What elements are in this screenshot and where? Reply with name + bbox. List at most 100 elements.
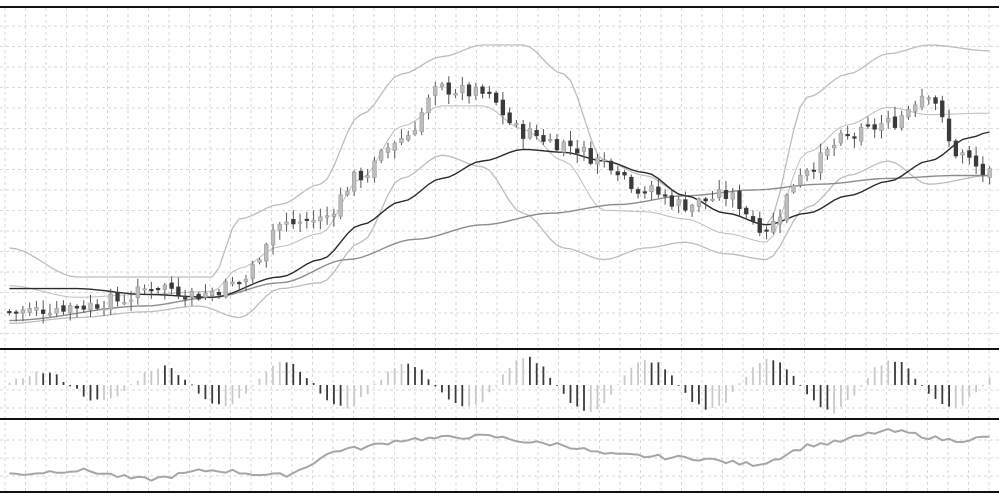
histogram-bar — [285, 362, 288, 385]
histogram-bar — [22, 378, 24, 385]
candle-body-down — [500, 99, 506, 116]
histogram-bar — [630, 367, 633, 385]
histogram-bar — [353, 385, 356, 406]
candle-body-up — [412, 130, 418, 135]
candle-body-down — [683, 199, 688, 211]
histogram-bar — [82, 385, 85, 397]
grid-lines — [0, 8, 999, 492]
histogram-bar — [157, 368, 159, 385]
candle-body-down — [946, 118, 952, 142]
histogram-bar — [900, 362, 903, 385]
candle — [784, 193, 790, 224]
candle-body-down — [216, 291, 222, 296]
histogram-bar — [393, 368, 396, 385]
candle — [913, 100, 918, 118]
histogram-bar — [873, 367, 876, 385]
candle-body-up — [547, 139, 553, 142]
histogram-bar — [441, 385, 443, 393]
candle-body-up — [345, 190, 350, 196]
histogram-bar — [191, 384, 193, 386]
candle-body-down — [61, 305, 66, 312]
candle-body-up — [250, 264, 255, 279]
candle — [392, 141, 397, 159]
histogram-bar — [772, 360, 775, 385]
histogram-bar — [745, 376, 748, 385]
histogram-bar — [894, 361, 896, 385]
candle — [493, 90, 499, 106]
candle-body-up — [162, 284, 168, 290]
candle — [466, 82, 472, 104]
candle-body-up — [886, 118, 891, 123]
candle — [453, 89, 458, 98]
histogram-bar — [278, 361, 281, 385]
candle-body-up — [47, 313, 53, 316]
histogram-bar — [779, 362, 781, 385]
histogram-bar — [414, 367, 416, 385]
histogram-bar — [968, 385, 971, 398]
histogram-bar — [461, 385, 464, 407]
candle-body-up — [284, 221, 289, 225]
candle — [892, 106, 898, 131]
candle — [845, 125, 850, 140]
candle-body-down — [669, 195, 675, 207]
candle — [825, 146, 830, 160]
candle-body-down — [973, 155, 979, 167]
candle-body-down — [737, 190, 742, 210]
histogram-bar — [150, 370, 153, 385]
histogram-bar — [427, 379, 430, 385]
histogram-bar — [596, 385, 599, 410]
candle — [216, 288, 222, 299]
histogram-bar — [35, 371, 38, 385]
histogram-bar — [623, 375, 626, 385]
candle — [737, 184, 742, 216]
histogram-bar — [265, 371, 268, 385]
histogram-bar — [921, 385, 923, 386]
histogram-bar — [556, 385, 558, 386]
candle — [439, 81, 445, 91]
candle — [967, 146, 972, 165]
candle-body-up — [858, 127, 864, 142]
candle-body-up — [277, 224, 282, 231]
candle-body-down — [7, 311, 12, 314]
candle-body-down — [81, 305, 86, 310]
candle — [284, 212, 289, 232]
bollinger-lower-line — [9, 154, 990, 325]
candle — [575, 139, 580, 164]
candle — [68, 302, 73, 321]
histogram-bar — [143, 372, 146, 385]
candle — [183, 289, 188, 307]
candle — [40, 300, 46, 324]
bollinger-upper-line — [9, 44, 990, 278]
histogram-bar — [643, 359, 646, 385]
candle-body-down — [953, 140, 959, 157]
candle-body-up — [128, 299, 134, 302]
candle-body-up — [913, 104, 918, 112]
candle — [304, 212, 310, 229]
histogram-bar — [184, 379, 186, 385]
histogram-bar — [319, 385, 322, 394]
candle — [750, 210, 756, 225]
candle-body-down — [892, 116, 898, 128]
candle — [88, 294, 93, 318]
candle — [250, 260, 255, 283]
histogram-bar — [55, 374, 58, 385]
candle — [568, 131, 573, 155]
candle — [351, 170, 357, 196]
histogram-bar — [927, 385, 930, 394]
candle — [406, 130, 411, 142]
candle-body-up — [426, 97, 431, 114]
histogram-bar — [211, 385, 214, 404]
histogram-bar — [15, 378, 17, 385]
histogram-bar — [508, 367, 511, 385]
candle — [399, 129, 404, 146]
candle-body-up — [406, 135, 411, 141]
candle — [115, 286, 120, 307]
candle — [237, 280, 242, 292]
histogram-bar — [671, 375, 673, 385]
histogram-bar — [785, 369, 788, 385]
candle-body-down — [176, 286, 181, 296]
histogram-bar — [339, 385, 342, 406]
histogram-bar — [164, 365, 166, 385]
